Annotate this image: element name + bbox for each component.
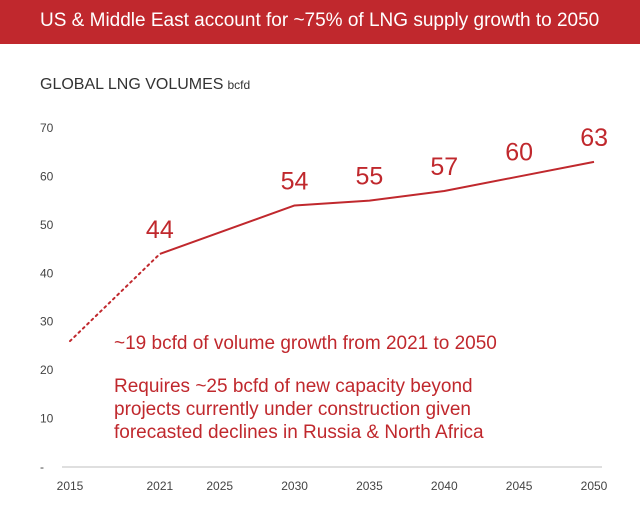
x-tick-label: 2030 — [281, 479, 308, 493]
title-banner: US & Middle East account for ~75% of LNG… — [0, 0, 640, 44]
data-label: 60 — [505, 138, 533, 166]
x-tick-label: 2045 — [506, 479, 533, 493]
series-line — [159, 160, 595, 255]
y-tick-label: 10 — [40, 412, 54, 426]
y-tick-label: 20 — [40, 363, 54, 377]
x-tick-label: 2040 — [431, 479, 458, 493]
data-label: 44 — [146, 216, 174, 244]
data-label: 55 — [356, 163, 384, 191]
x-tick-label: 2015 — [57, 479, 84, 493]
y-tick-label: - — [40, 460, 44, 474]
y-tick-label: 60 — [40, 169, 54, 183]
x-tick-label: 2021 — [146, 479, 173, 493]
capacity-annotation-line: forecasted declines in Russia & North Af… — [114, 422, 484, 443]
banner-title: US & Middle East account for ~75% of LNG… — [40, 10, 600, 31]
capacity-annotation-line: projects currently under construction gi… — [114, 399, 471, 420]
x-tick-label: 2025 — [206, 479, 233, 493]
y-tick-label: 40 — [40, 266, 54, 280]
data-label: 57 — [430, 153, 458, 181]
chart-unit: bcfd — [227, 78, 251, 92]
growth-annotation: ~19 bcfd of volume growth from 2021 to 2… — [114, 333, 497, 354]
chart-title-text: GLOBAL LNG VOLUMES — [40, 76, 224, 93]
y-tick-label: 50 — [40, 218, 54, 232]
y-tick-label: 70 — [40, 121, 54, 135]
data-label: 54 — [281, 167, 309, 195]
capacity-annotation-line: Requires ~25 bcfd of new capacity beyond — [114, 376, 473, 397]
capacity-annotation: Requires ~25 bcfd of new capacity beyond… — [114, 375, 484, 444]
x-tick-label: 2050 — [581, 479, 608, 493]
y-tick-label: 30 — [40, 315, 54, 329]
data-label: 63 — [580, 124, 608, 152]
dotted-segment — [69, 252, 161, 343]
chart-title: GLOBAL LNG VOLUMES bcfd — [40, 76, 250, 94]
x-tick-label: 2035 — [356, 479, 383, 493]
